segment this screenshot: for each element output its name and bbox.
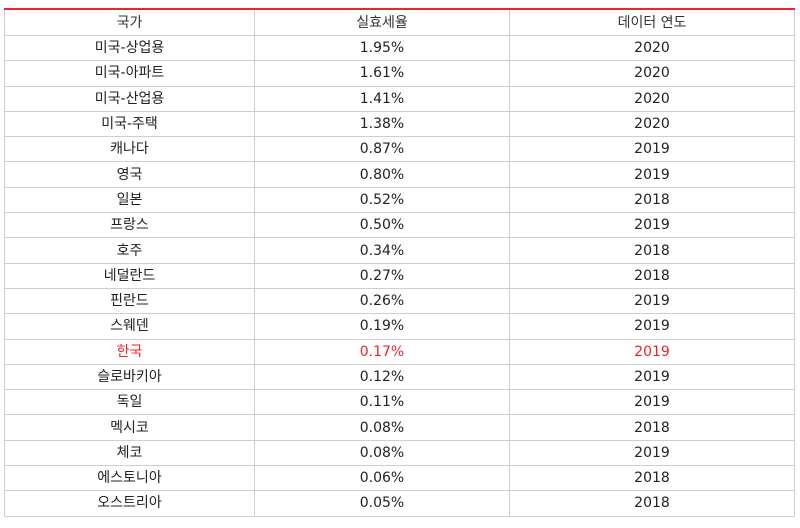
cell-country: 독일	[4, 389, 255, 416]
cell-country: 스웨덴	[4, 313, 255, 340]
table-row: 핀란드 0.26% 2019	[4, 287, 795, 315]
cell-data-year: 2019	[509, 363, 795, 391]
cell-data-year: 2020	[509, 60, 795, 87]
table-row: 미국-아파트 1.61% 2020	[4, 60, 795, 87]
cell-effective-rate: 1.61%	[254, 60, 510, 87]
cell-effective-rate: 0.05%	[254, 490, 510, 517]
table-row: 슬로바키아 0.12% 2019	[4, 363, 795, 391]
table-header: 국가 실효세율 데이터 연도	[4, 8, 795, 36]
cell-effective-rate: 1.95%	[254, 34, 510, 62]
table-row: 미국-주택 1.38% 2020	[4, 110, 795, 138]
cell-effective-rate: 0.06%	[254, 465, 510, 492]
table-row: 독일 0.11% 2019	[4, 389, 795, 416]
cell-country: 한국	[4, 338, 255, 365]
cell-data-year: 2019	[509, 287, 795, 315]
cell-effective-rate: 0.12%	[254, 363, 510, 391]
cell-data-year: 2018	[509, 237, 795, 264]
header-country: 국가	[4, 8, 255, 36]
cell-data-year: 2020	[509, 85, 795, 112]
table-row: 캐나다 0.87% 2019	[4, 136, 795, 163]
table-row: 한국 0.17% 2019	[4, 338, 795, 365]
cell-effective-rate: 0.34%	[254, 237, 510, 264]
cell-country: 미국-산업용	[4, 85, 255, 112]
cell-effective-rate: 0.52%	[254, 186, 510, 214]
cell-data-year: 2019	[509, 161, 795, 188]
cell-effective-rate: 0.87%	[254, 136, 510, 163]
cell-effective-rate: 1.38%	[254, 110, 510, 138]
cell-country: 호주	[4, 237, 255, 264]
cell-effective-rate: 0.11%	[254, 389, 510, 416]
table-row: 오스트리아 0.05% 2018	[4, 490, 795, 517]
table-row: 에스토니아 0.06% 2018	[4, 465, 795, 492]
table-row: 미국-상업용 1.95% 2020	[4, 34, 795, 62]
cell-data-year: 2019	[509, 439, 795, 467]
table-row: 호주 0.34% 2018	[4, 237, 795, 264]
tax-rate-table-container: 국가 실효세율 데이터 연도 미국-상업용 1.95% 2020 미국-아파트 1.61…	[4, 8, 795, 517]
cell-data-year: 2020	[509, 110, 795, 138]
table-row: 일본 0.52% 2018	[4, 186, 795, 214]
cell-effective-rate: 0.17%	[254, 338, 510, 365]
cell-data-year: 2019	[509, 212, 795, 239]
tax-rate-table: 국가 실효세율 데이터 연도 미국-상업용 1.95% 2020 미국-아파트 1.61…	[4, 8, 795, 517]
cell-data-year: 2019	[509, 389, 795, 416]
cell-country: 미국-상업용	[4, 34, 255, 62]
cell-data-year: 2019	[509, 313, 795, 340]
table-row: 멕시코 0.08% 2018	[4, 414, 795, 441]
cell-country: 네덜란드	[4, 262, 255, 289]
cell-effective-rate: 0.80%	[254, 161, 510, 188]
cell-effective-rate: 0.27%	[254, 262, 510, 289]
cell-effective-rate: 0.19%	[254, 313, 510, 340]
cell-data-year: 2018	[509, 465, 795, 492]
cell-country: 에스토니아	[4, 465, 255, 492]
cell-country: 슬로바키아	[4, 363, 255, 391]
cell-country: 오스트리아	[4, 490, 255, 517]
cell-country: 일본	[4, 186, 255, 214]
cell-effective-rate: 1.41%	[254, 85, 510, 112]
cell-country: 프랑스	[4, 212, 255, 239]
cell-data-year: 2020	[509, 34, 795, 62]
cell-country: 미국-아파트	[4, 60, 255, 87]
cell-data-year: 2019	[509, 338, 795, 365]
cell-country: 미국-주택	[4, 110, 255, 138]
cell-effective-rate: 0.50%	[254, 212, 510, 239]
cell-effective-rate: 0.08%	[254, 414, 510, 441]
table-row: 체코 0.08% 2019	[4, 439, 795, 467]
cell-data-year: 2019	[509, 136, 795, 163]
cell-data-year: 2018	[509, 186, 795, 214]
cell-country: 캐나다	[4, 136, 255, 163]
header-effective-rate: 실효세율	[254, 8, 510, 36]
cell-data-year: 2018	[509, 262, 795, 289]
cell-country: 체코	[4, 439, 255, 467]
table-row: 네덜란드 0.27% 2018	[4, 262, 795, 289]
table-row: 프랑스 0.50% 2019	[4, 212, 795, 239]
table-body: 미국-상업용 1.95% 2020 미국-아파트 1.61% 2020 미국-산업용 1.41…	[4, 34, 795, 517]
cell-data-year: 2018	[509, 414, 795, 441]
cell-effective-rate: 0.26%	[254, 287, 510, 315]
cell-data-year: 2018	[509, 490, 795, 517]
cell-effective-rate: 0.08%	[254, 439, 510, 467]
cell-country: 멕시코	[4, 414, 255, 441]
cell-country: 핀란드	[4, 287, 255, 315]
table-row: 영국 0.80% 2019	[4, 161, 795, 188]
cell-country: 영국	[4, 161, 255, 188]
header-data-year: 데이터 연도	[509, 8, 795, 36]
header-row: 국가 실효세율 데이터 연도	[4, 8, 795, 36]
table-row: 스웨덴 0.19% 2019	[4, 313, 795, 340]
table-row: 미국-산업용 1.41% 2020	[4, 85, 795, 112]
